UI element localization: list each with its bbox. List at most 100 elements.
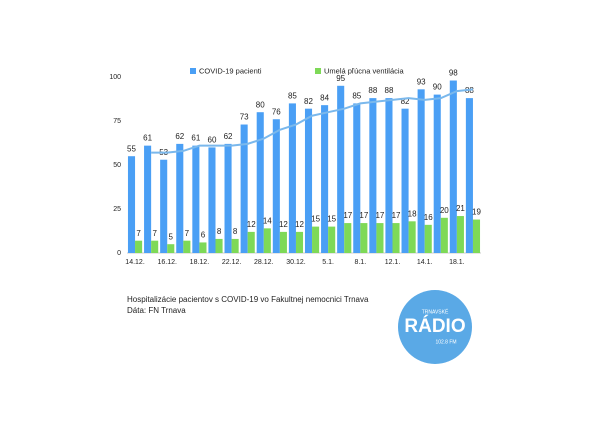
value-label: 98 (449, 69, 458, 78)
value-label: 7 (185, 229, 190, 238)
caption: Hospitalizácie pacientov s COVID-19 vo F… (127, 295, 369, 304)
bar (392, 223, 400, 253)
value-label: 61 (191, 134, 200, 143)
value-label: 84 (320, 93, 329, 102)
bar (304, 108, 313, 254)
value-label: 15 (311, 215, 320, 224)
value-label: 12 (247, 220, 256, 229)
value-label: 16 (424, 213, 433, 222)
bar (183, 240, 191, 253)
value-label: 7 (136, 229, 141, 238)
value-label: 62 (175, 132, 184, 141)
x-tick-label: 14.1. (417, 259, 433, 266)
value-label: 17 (359, 211, 368, 220)
bar (199, 242, 207, 253)
value-label: 60 (208, 136, 217, 145)
bar (472, 219, 481, 253)
bar (215, 238, 223, 253)
value-label: 80 (256, 100, 265, 109)
bar (376, 223, 384, 253)
y-tick-label: 50 (113, 162, 121, 169)
value-label: 90 (433, 83, 442, 92)
value-label: 85 (352, 92, 361, 101)
y-tick-label: 0 (117, 250, 121, 257)
value-label: 18 (408, 209, 417, 218)
value-label: 62 (224, 132, 233, 141)
value-label: 17 (375, 211, 384, 220)
legend-swatch (315, 68, 321, 74)
value-label: 88 (465, 86, 474, 95)
bar (208, 147, 216, 253)
value-label: 76 (272, 107, 281, 116)
y-tick-label: 25 (113, 206, 121, 213)
bar (369, 98, 377, 254)
value-label: 19 (472, 208, 481, 217)
bar (401, 108, 409, 254)
bar (240, 124, 248, 254)
value-label: 17 (392, 211, 401, 220)
x-tick-label: 16.12. (157, 259, 177, 266)
value-label: 20 (440, 206, 449, 215)
bar (360, 223, 368, 253)
legend-label: Umelá pľúcna ventilácia (324, 66, 405, 75)
value-label: 82 (401, 97, 410, 106)
value-label: 93 (417, 77, 426, 86)
bar (456, 216, 464, 253)
value-label: 12 (279, 220, 288, 229)
bar (263, 228, 271, 253)
value-label: 7 (152, 229, 157, 238)
value-label: 8 (233, 227, 238, 236)
value-label: 88 (368, 86, 377, 95)
bar (256, 112, 264, 253)
x-tick-label: 5.1. (322, 259, 334, 266)
bar (440, 217, 448, 253)
value-label: 6 (201, 231, 206, 240)
bar (167, 244, 175, 253)
bar (312, 226, 320, 253)
trend-line (151, 88, 474, 154)
caption: Dáta: FN Trnava (127, 306, 186, 315)
bar (224, 143, 232, 253)
bar (272, 119, 280, 254)
value-label: 61 (143, 134, 152, 143)
logo-top: TRNAVSKÉ (422, 308, 449, 315)
x-tick-label: 12.1. (385, 259, 401, 266)
bar (176, 143, 184, 253)
value-label: 95 (336, 74, 345, 83)
y-tick-label: 75 (113, 118, 121, 125)
legend-swatch (190, 68, 196, 74)
logo (398, 290, 472, 364)
bar (424, 224, 432, 253)
logo-bottom: 102.8 FM (435, 339, 456, 345)
value-label: 12 (295, 220, 304, 229)
bar (344, 223, 352, 253)
bar (279, 231, 287, 253)
value-label: 55 (127, 144, 136, 153)
bar (144, 145, 152, 253)
value-label: 14 (263, 216, 272, 225)
bar (151, 240, 159, 253)
x-tick-label: 22.12. (222, 259, 242, 266)
value-label: 8 (217, 227, 222, 236)
bar (160, 159, 168, 253)
bar (247, 231, 255, 253)
bar (328, 226, 336, 253)
value-label: 17 (343, 211, 352, 220)
bar (135, 240, 143, 253)
legend-label: COVID-19 pacienti (199, 66, 262, 75)
bar (465, 98, 473, 254)
x-tick-label: 18.1. (449, 259, 465, 266)
x-tick-label: 18.12. (190, 259, 210, 266)
value-label: 73 (240, 113, 249, 122)
x-tick-label: 30.12. (286, 259, 306, 266)
bar (385, 98, 393, 254)
bar (433, 94, 441, 253)
logo-main: RÁDIO (404, 315, 465, 337)
bar (353, 103, 361, 254)
y-tick-label: 100 (109, 74, 121, 81)
bar (408, 221, 416, 253)
bar (231, 238, 239, 253)
bar (295, 231, 304, 253)
value-label: 15 (327, 215, 336, 224)
